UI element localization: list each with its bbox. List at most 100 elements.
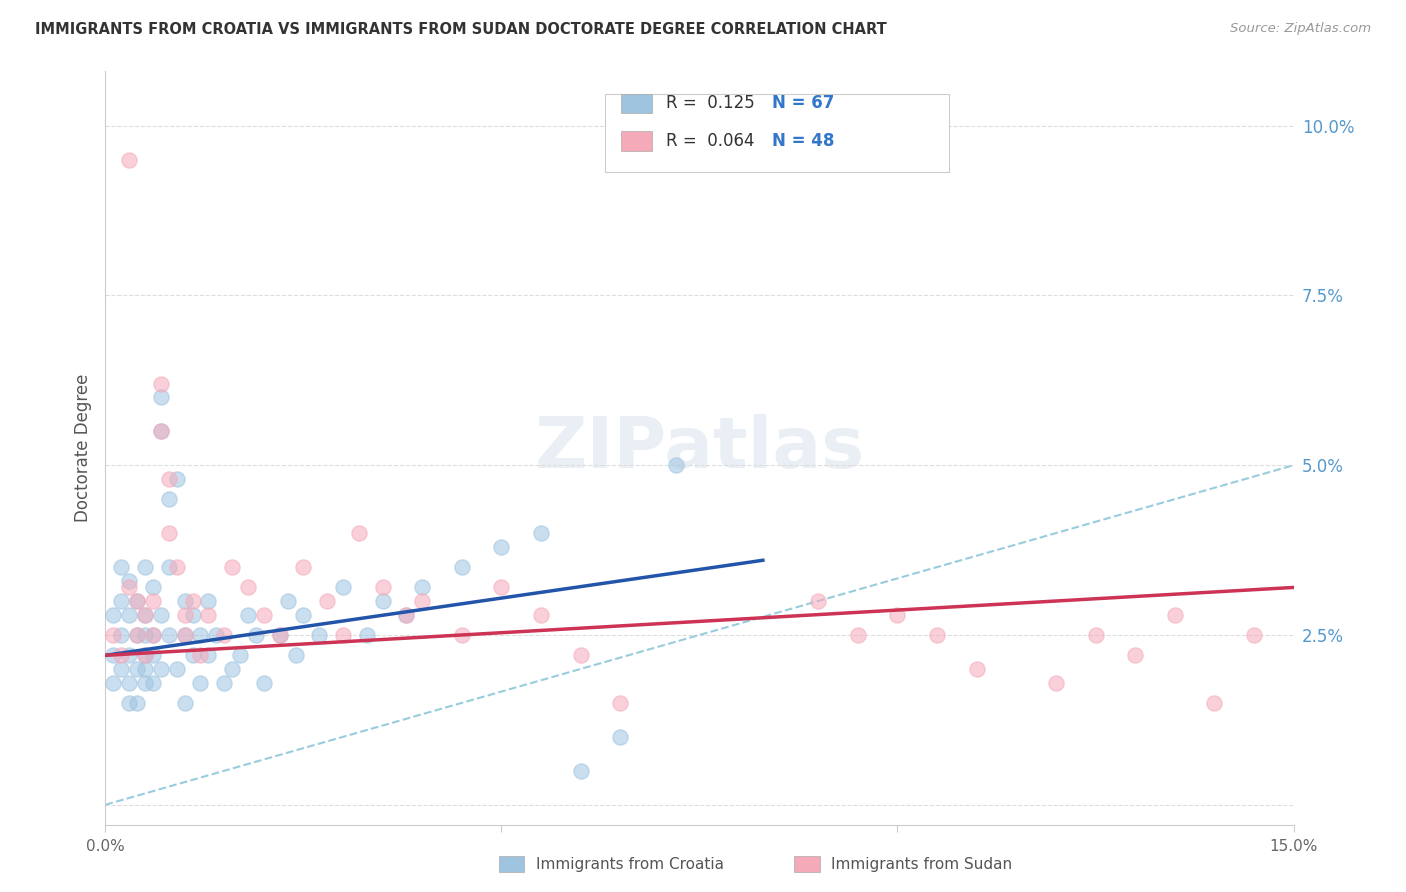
Point — [214, 675, 236, 690]
Point — [157, 492, 180, 507]
Point — [134, 675, 156, 690]
Point — [127, 628, 149, 642]
Point — [103, 628, 125, 642]
Point — [127, 594, 149, 608]
Point — [110, 628, 132, 642]
Point — [142, 648, 165, 663]
Point — [149, 376, 172, 391]
Point — [173, 628, 195, 642]
Point — [149, 424, 172, 438]
Point — [142, 628, 165, 642]
Point — [221, 662, 243, 676]
Point — [197, 607, 219, 622]
Point — [491, 540, 513, 554]
Point — [1084, 628, 1107, 642]
Point — [134, 560, 156, 574]
Point — [149, 424, 172, 438]
Point — [181, 648, 204, 663]
Text: Source: ZipAtlas.com: Source: ZipAtlas.com — [1230, 22, 1371, 36]
Point — [118, 648, 141, 663]
Text: ZIPatlas: ZIPatlas — [534, 414, 865, 483]
Y-axis label: Doctorate Degree: Doctorate Degree — [73, 374, 91, 523]
Point — [157, 526, 180, 541]
Text: Immigrants from Croatia: Immigrants from Croatia — [536, 857, 724, 871]
Point — [1243, 628, 1265, 642]
Point — [127, 696, 149, 710]
Point — [181, 607, 204, 622]
Point — [450, 560, 472, 574]
Point — [245, 628, 267, 642]
Point — [118, 696, 141, 710]
Point — [491, 581, 513, 595]
Point — [530, 607, 553, 622]
Text: R =  0.064: R = 0.064 — [666, 132, 755, 150]
Point — [149, 390, 172, 404]
Point — [371, 594, 394, 608]
Point — [569, 648, 592, 663]
Text: N = 67: N = 67 — [772, 95, 834, 112]
Point — [214, 628, 236, 642]
Point — [395, 607, 418, 622]
Point — [110, 662, 132, 676]
Point — [149, 662, 172, 676]
Point — [886, 607, 908, 622]
Point — [395, 607, 418, 622]
Point — [197, 648, 219, 663]
Point — [110, 648, 132, 663]
Point — [609, 696, 631, 710]
Point — [103, 675, 125, 690]
Point — [110, 594, 132, 608]
Point — [221, 560, 243, 574]
Text: N = 48: N = 48 — [772, 132, 834, 150]
Point — [284, 648, 307, 663]
Point — [103, 648, 125, 663]
Point — [127, 662, 149, 676]
Point — [1045, 675, 1067, 690]
Point — [277, 594, 299, 608]
Point — [1204, 696, 1226, 710]
Point — [665, 458, 688, 473]
Point — [166, 662, 188, 676]
Point — [253, 607, 276, 622]
Point — [173, 607, 195, 622]
Point — [269, 628, 291, 642]
Point — [190, 648, 212, 663]
Point — [450, 628, 472, 642]
Point — [134, 648, 156, 663]
Point — [966, 662, 988, 676]
Point — [142, 628, 165, 642]
Point — [569, 764, 592, 778]
Point — [846, 628, 869, 642]
Point — [118, 153, 141, 167]
Point — [356, 628, 378, 642]
Point — [253, 675, 276, 690]
Point — [118, 675, 141, 690]
Point — [157, 560, 180, 574]
Point — [181, 594, 204, 608]
Point — [149, 607, 172, 622]
Point — [134, 607, 156, 622]
Point — [609, 730, 631, 744]
Point — [292, 607, 315, 622]
Point — [1164, 607, 1187, 622]
Point — [205, 628, 228, 642]
Point — [807, 594, 830, 608]
Point — [236, 581, 259, 595]
Point — [118, 607, 141, 622]
Point — [127, 594, 149, 608]
Point — [134, 607, 156, 622]
Point — [190, 628, 212, 642]
Point — [197, 594, 219, 608]
Point — [166, 472, 188, 486]
Point — [371, 581, 394, 595]
Point — [103, 607, 125, 622]
Point — [292, 560, 315, 574]
Point — [308, 628, 330, 642]
Text: IMMIGRANTS FROM CROATIA VS IMMIGRANTS FROM SUDAN DOCTORATE DEGREE CORRELATION CH: IMMIGRANTS FROM CROATIA VS IMMIGRANTS FR… — [35, 22, 887, 37]
Point — [127, 628, 149, 642]
Point — [316, 594, 339, 608]
Point — [142, 594, 165, 608]
Point — [332, 628, 354, 642]
Point — [411, 581, 433, 595]
Point — [134, 648, 156, 663]
